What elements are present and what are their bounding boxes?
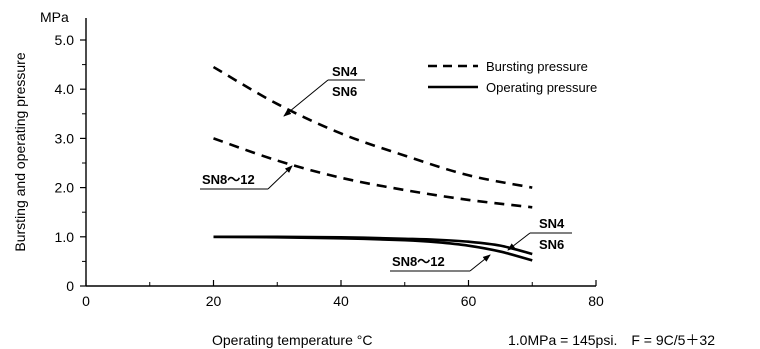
x-ticks: 0 20 40 60 80	[82, 280, 604, 309]
legend-bursting-label: Bursting pressure	[486, 59, 588, 74]
operating-pressure-line-3	[213, 235, 533, 262]
y-tick-label: 4.0	[55, 81, 75, 97]
annotation-sn8-12-upper: SN8～12	[200, 165, 293, 190]
annotation-sn4-lower: SN4	[539, 216, 565, 231]
y-tick-label: 5.0	[55, 32, 75, 48]
x-tick-label: 60	[461, 293, 477, 309]
annotation-sn6-lower: SN6	[539, 237, 564, 252]
series-layer	[212, 65, 533, 262]
x-tick-label: 0	[82, 293, 90, 309]
x-tick-label: 40	[333, 293, 349, 309]
bursting-pressure-line-0	[212, 65, 533, 189]
annotation-sn6-upper: SN6	[332, 84, 357, 99]
annotation-arrow-lower	[507, 232, 531, 251]
bursting-pressure-line-1	[213, 137, 533, 209]
annotation-arrow-sn812-lower	[469, 254, 491, 272]
y-tick-label: 0	[66, 278, 74, 294]
annotation-sn812-lower: SN8～12	[392, 254, 445, 269]
y-ticks: 0 1.0 2.0 3.0 4.0 5.0	[55, 32, 86, 294]
legend: Bursting pressure Operating pressure	[428, 59, 597, 95]
annotation-sn4-sn6-lower: SN4 SN6	[507, 216, 572, 252]
annotation-arrow-sn812-upper	[267, 165, 293, 190]
x-axis-title: Operating temperature °C	[212, 332, 372, 348]
x-tick-label: 80	[588, 293, 604, 309]
y-tick-label: 3.0	[55, 130, 75, 146]
annotation-arrow-upper	[283, 79, 329, 117]
annotation-sn812-upper: SN8～12	[202, 172, 255, 187]
conversion-footnote: 1.0MPa = 145psi. F = 9C/5＋32	[508, 332, 715, 348]
annotation-sn8-12-lower: SN8～12	[390, 254, 491, 272]
y-tick-label: 1.0	[55, 229, 75, 245]
y-axis-title: Bursting and operating pressure	[12, 52, 28, 251]
annotation-sn4-upper: SN4	[332, 64, 358, 79]
legend-operating-label: Operating pressure	[486, 80, 597, 95]
y-unit-label: MPa	[40, 9, 69, 25]
x-tick-label: 20	[206, 293, 222, 309]
y-tick-label: 2.0	[55, 180, 75, 196]
annotation-sn4-sn6-upper: SN4 SN6	[283, 64, 365, 117]
